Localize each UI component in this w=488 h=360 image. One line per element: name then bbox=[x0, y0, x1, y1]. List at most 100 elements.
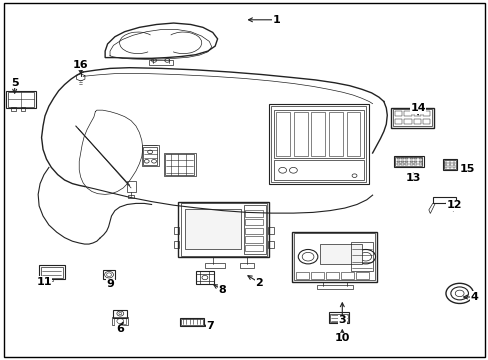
Bar bbox=[442, 159, 456, 170]
Bar bbox=[112, 317, 128, 325]
Bar bbox=[195, 274, 214, 281]
Bar bbox=[320, 244, 361, 264]
Bar bbox=[404, 111, 411, 116]
Bar bbox=[396, 163, 399, 165]
Bar bbox=[102, 270, 115, 279]
Text: 14: 14 bbox=[409, 103, 425, 113]
Bar bbox=[310, 272, 323, 279]
Bar bbox=[328, 312, 348, 323]
Bar bbox=[173, 227, 179, 234]
Bar bbox=[245, 210, 263, 217]
Bar bbox=[165, 154, 193, 175]
Bar bbox=[409, 163, 412, 165]
Bar bbox=[41, 267, 62, 278]
Bar bbox=[268, 104, 368, 184]
Bar bbox=[422, 119, 429, 124]
Bar bbox=[114, 318, 126, 324]
Bar bbox=[276, 112, 289, 156]
Bar bbox=[239, 263, 254, 268]
Text: 10: 10 bbox=[334, 333, 349, 343]
Text: 15: 15 bbox=[458, 164, 474, 174]
Bar bbox=[173, 241, 179, 248]
Bar bbox=[329, 314, 347, 322]
Bar bbox=[350, 242, 372, 271]
Bar bbox=[184, 209, 241, 249]
Bar bbox=[245, 236, 263, 243]
Bar bbox=[409, 158, 412, 159]
Text: 4: 4 bbox=[469, 292, 477, 302]
Bar bbox=[294, 233, 374, 280]
Bar bbox=[356, 272, 368, 279]
Bar bbox=[405, 163, 407, 165]
Bar bbox=[293, 112, 307, 156]
Text: 16: 16 bbox=[73, 60, 88, 70]
Bar bbox=[432, 197, 455, 203]
Bar bbox=[267, 241, 273, 248]
Bar bbox=[181, 319, 203, 325]
Bar bbox=[418, 163, 421, 165]
Bar bbox=[413, 119, 420, 124]
Bar bbox=[11, 107, 16, 111]
Text: 7: 7 bbox=[206, 321, 214, 331]
Bar bbox=[448, 162, 450, 164]
Text: 3: 3 bbox=[338, 315, 346, 325]
Bar bbox=[452, 165, 454, 168]
Bar bbox=[396, 161, 399, 162]
Bar bbox=[149, 60, 172, 65]
Bar bbox=[295, 272, 308, 279]
Bar bbox=[39, 265, 64, 279]
Bar bbox=[6, 91, 36, 108]
Bar bbox=[128, 195, 134, 198]
Bar bbox=[392, 109, 431, 126]
Text: 1: 1 bbox=[272, 15, 280, 25]
Bar bbox=[316, 285, 352, 289]
Bar bbox=[393, 156, 423, 167]
Bar bbox=[413, 161, 416, 162]
Bar bbox=[271, 106, 365, 182]
Bar bbox=[143, 147, 157, 165]
Text: 13: 13 bbox=[405, 173, 420, 183]
Bar bbox=[113, 310, 127, 318]
Bar bbox=[443, 160, 455, 169]
Bar bbox=[292, 232, 376, 282]
Bar bbox=[200, 271, 209, 284]
Bar bbox=[243, 205, 265, 254]
Bar bbox=[8, 92, 34, 107]
Bar bbox=[341, 272, 353, 279]
Bar bbox=[205, 263, 224, 268]
Bar bbox=[418, 161, 421, 162]
Bar bbox=[328, 112, 342, 156]
Bar bbox=[444, 165, 447, 168]
Bar bbox=[311, 112, 325, 156]
Text: 11: 11 bbox=[36, 276, 52, 287]
Bar bbox=[448, 165, 450, 168]
Bar bbox=[418, 158, 421, 159]
Bar bbox=[245, 219, 263, 225]
Bar bbox=[273, 110, 364, 158]
Bar bbox=[394, 119, 402, 124]
Bar bbox=[180, 318, 204, 326]
Bar bbox=[394, 111, 402, 116]
Bar bbox=[413, 158, 416, 159]
Bar bbox=[452, 162, 454, 164]
Bar bbox=[390, 108, 433, 128]
Bar bbox=[396, 158, 399, 159]
Text: 6: 6 bbox=[116, 324, 123, 334]
Text: 2: 2 bbox=[255, 278, 263, 288]
Bar bbox=[178, 202, 268, 257]
Bar bbox=[444, 162, 447, 164]
Text: 9: 9 bbox=[106, 279, 114, 289]
Bar bbox=[195, 271, 214, 284]
Bar bbox=[48, 279, 53, 281]
Bar bbox=[273, 160, 364, 180]
Bar bbox=[245, 228, 263, 234]
Text: 12: 12 bbox=[446, 200, 462, 210]
Bar bbox=[409, 161, 412, 162]
Bar bbox=[181, 203, 266, 256]
Bar bbox=[422, 111, 429, 116]
Bar bbox=[394, 157, 422, 166]
Bar bbox=[413, 163, 416, 165]
Bar bbox=[325, 272, 338, 279]
Bar bbox=[142, 145, 159, 166]
Bar bbox=[346, 112, 360, 156]
